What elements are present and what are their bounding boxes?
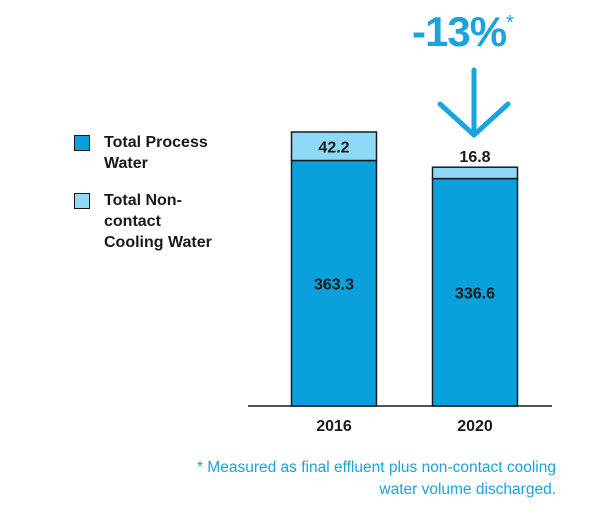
reduction-percentage: -13% xyxy=(412,8,507,55)
bar-2016-process-water xyxy=(290,159,378,407)
legend: Total Process Water Total Non-contact Co… xyxy=(74,132,234,269)
reduction-callout: -13%* xyxy=(412,8,514,56)
data-label-2016-noncontact-cooling-water: 42.2 xyxy=(318,139,349,156)
footnote-line-1: * Measured as final effluent plus non-co… xyxy=(196,459,556,476)
reduction-footnote-marker: * xyxy=(506,12,514,34)
bars-layer: 363.3 42.2 2016 336.6 16.8 2020 xyxy=(290,131,519,435)
data-label-2020-noncontact-cooling-water: 16.8 xyxy=(459,149,490,166)
legend-swatch-noncontact-cooling-water xyxy=(74,193,90,209)
x-tick-label-2020: 2020 xyxy=(457,418,493,435)
legend-item-noncontact-cooling-water: Total Non-contact Cooling Water xyxy=(74,190,234,253)
data-label-2016-process-water: 363.3 xyxy=(314,276,354,293)
footnote-line-2: water volume discharged. xyxy=(379,481,556,498)
bar-2016-noncontact-cooling-water xyxy=(290,131,378,162)
footnote: * Measured as final effluent plus non-co… xyxy=(126,457,556,501)
down-arrow-icon xyxy=(437,67,511,138)
legend-label-process-water: Total Process Water xyxy=(104,134,208,172)
bar-2020-process-water xyxy=(431,177,519,407)
legend-item-process-water: Total Process Water xyxy=(74,132,234,174)
x-tick-label-2016: 2016 xyxy=(316,418,352,435)
bar-2020-noncontact-cooling-water xyxy=(431,166,519,180)
data-label-2020-process-water: 336.6 xyxy=(455,285,495,302)
legend-swatch-process-water xyxy=(74,135,90,151)
legend-label-noncontact-cooling-water: Total Non-contact Cooling Water xyxy=(104,192,212,251)
